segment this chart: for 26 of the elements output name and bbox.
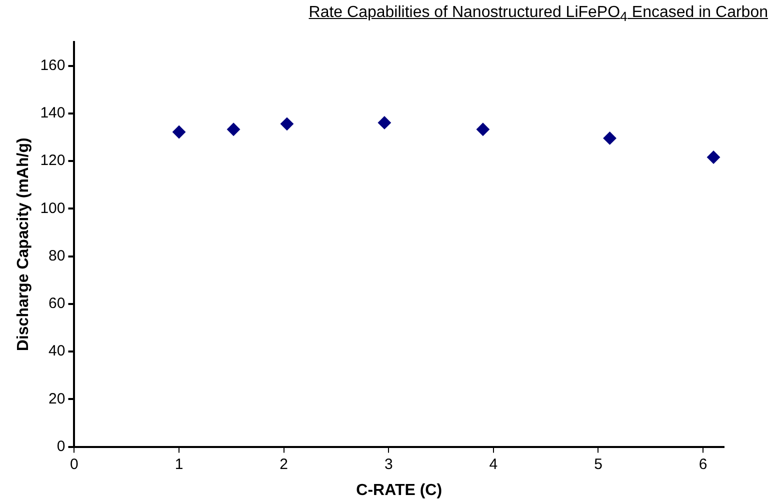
x-tick-label: 3 [384, 456, 393, 473]
y-tick-label: 100 [40, 200, 66, 217]
point [603, 132, 616, 145]
point [378, 116, 391, 130]
x-tick-label: 2 [280, 456, 288, 473]
point [707, 150, 720, 164]
y-tick-label: 120 [40, 152, 66, 170]
y-tick-label: 60 [48, 295, 66, 312]
y-tick-label: 40 [48, 342, 66, 360]
y-tick-label: 80 [48, 247, 66, 264]
x-axis-title: C-RATE (C) [356, 482, 442, 499]
chart-title: Rate Capabilities of Nanostructured LiFePO$_{4}$ Encased in Carbon [308, 4, 768, 24]
x-tick-label: 4 [489, 456, 498, 473]
y-tick-label: 0 [56, 438, 66, 455]
y-tick-label: 20 [48, 390, 66, 408]
y-axis-title: Discharge Capacity (mAh/g) [15, 138, 32, 352]
point [280, 117, 294, 130]
x-tick-label: 5 [594, 456, 602, 473]
y-tick-label: 140 [40, 104, 66, 122]
point [227, 122, 240, 136]
x-tick-label: 1 [174, 456, 184, 473]
point [172, 126, 186, 139]
x-tick-label: 6 [698, 456, 708, 473]
x-tick-label: 0 [70, 456, 78, 473]
point [476, 122, 490, 136]
y-tick-label: 160 [40, 56, 66, 74]
